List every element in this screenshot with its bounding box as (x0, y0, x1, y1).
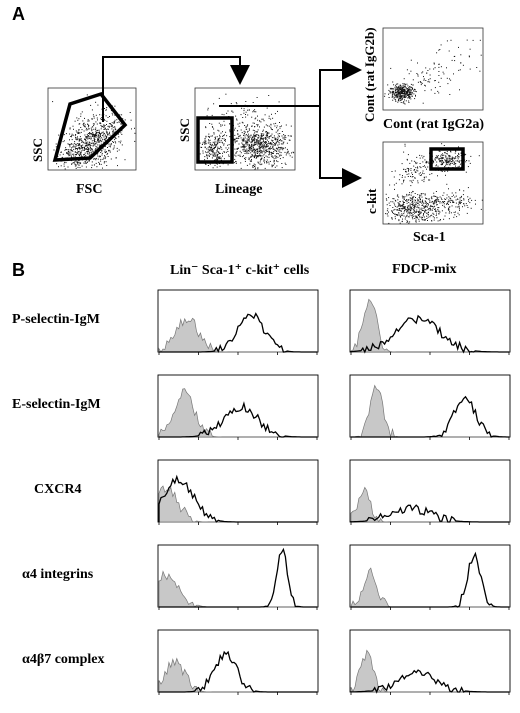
fdcp-histogram (349, 374, 511, 440)
histogram-frame (349, 459, 511, 523)
lsk-histogram (157, 629, 319, 695)
sca1-ckit-dotplot (382, 141, 484, 225)
column-header-fdcp: FDCP-mix (392, 262, 457, 277)
histogram-row-label: P-selectin-IgM (12, 312, 100, 327)
arrow-to-sca-kit (319, 106, 362, 188)
lineage-ssc-dotplot (194, 87, 296, 171)
stained-histogram (350, 669, 509, 694)
histogram-row-label: α4β7 complex (22, 652, 105, 667)
stained-histogram (351, 395, 509, 438)
histogram-row-label: CXCR4 (34, 482, 82, 497)
stained-histogram (159, 650, 317, 693)
fdcp-histogram (349, 544, 511, 610)
histogram-row-label: E-selectin-IgM (12, 397, 101, 412)
column-header-lsk: Lin⁻ Sca-1⁺ c-kit⁺ cells (170, 263, 310, 278)
fdcp-histogram (349, 459, 511, 525)
histogram-row-label: α4 integrins (22, 567, 94, 582)
stained-histogram (158, 474, 317, 523)
stained-histogram (350, 504, 509, 523)
stained-histogram (159, 401, 317, 438)
sca1-ckit-xlabel: Sca-1 (413, 230, 446, 245)
isotype-xlabel: Cont (rat IgG2a) (383, 117, 485, 132)
lsk-histogram (157, 289, 319, 355)
fsc-ssc-dotplot (47, 87, 137, 171)
fdcp-histogram (349, 629, 511, 695)
stained-histogram (350, 314, 509, 354)
lsk-histogram (157, 544, 319, 610)
lineage-ssc-xlabel: Lineage (215, 182, 263, 197)
panel-b-letter: B (12, 260, 25, 280)
isotype-control-dotplot (382, 27, 484, 111)
arrow-fsc-to-lineage (102, 56, 250, 122)
gating-arrows (102, 56, 362, 188)
arrow-to-isotype (319, 60, 362, 106)
fdcp-histogram (349, 289, 511, 355)
panel-a-letter: A (12, 4, 25, 24)
fsc-ssc-xlabel: FSC (76, 182, 103, 197)
lsk-histogram (157, 374, 319, 440)
stained-histogram (159, 312, 317, 354)
lsk-histogram (157, 459, 319, 525)
